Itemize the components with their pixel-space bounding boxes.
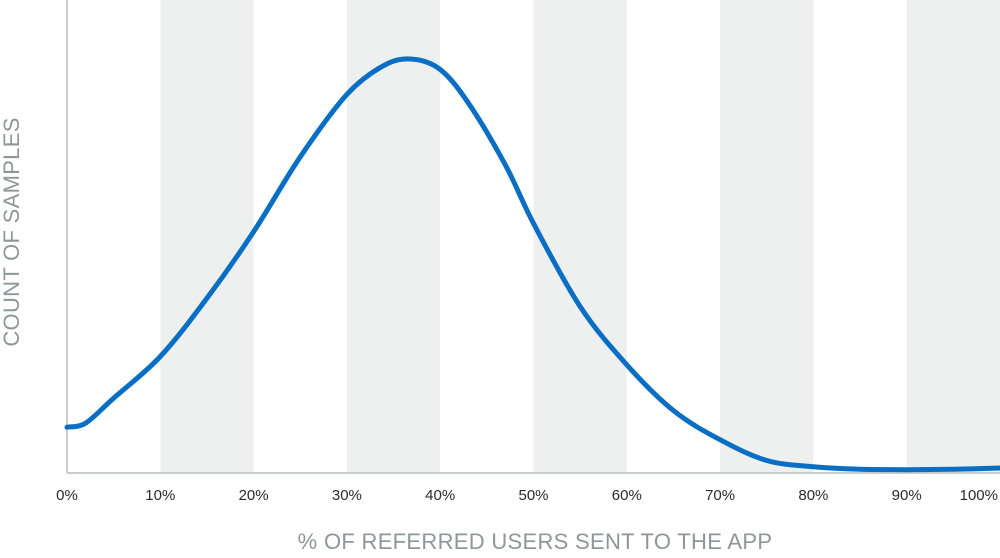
x-axis-title: % OF REFERRED USERS SENT TO THE APP (298, 529, 773, 554)
background-band (906, 0, 1000, 473)
background-band (720, 0, 814, 473)
background-band (533, 0, 627, 473)
x-tick-label: 60% (612, 487, 642, 504)
background-bands (160, 0, 1000, 473)
x-tick-label: 30% (332, 487, 362, 504)
x-tick-labels: 0% 10% 20% 30% 40% 50% 60% 70% 80% 90% 100% (56, 487, 998, 504)
x-tick-label: 40% (425, 487, 455, 504)
x-tick-label: 80% (798, 487, 828, 504)
background-band (160, 0, 254, 473)
x-tick-label: 90% (892, 487, 922, 504)
x-tick-label: 70% (705, 487, 735, 504)
axes (66, 0, 1000, 474)
x-tick-label: 10% (145, 487, 175, 504)
x-tick-label: 20% (239, 487, 269, 504)
x-tick-label: 50% (518, 487, 548, 504)
x-tick-label: 0% (56, 487, 78, 504)
x-tick-label: 100% (960, 487, 998, 504)
y-axis-title: COUNT OF SAMPLES (0, 117, 24, 346)
series-line (64, 56, 1000, 473)
background-band (346, 0, 441, 473)
